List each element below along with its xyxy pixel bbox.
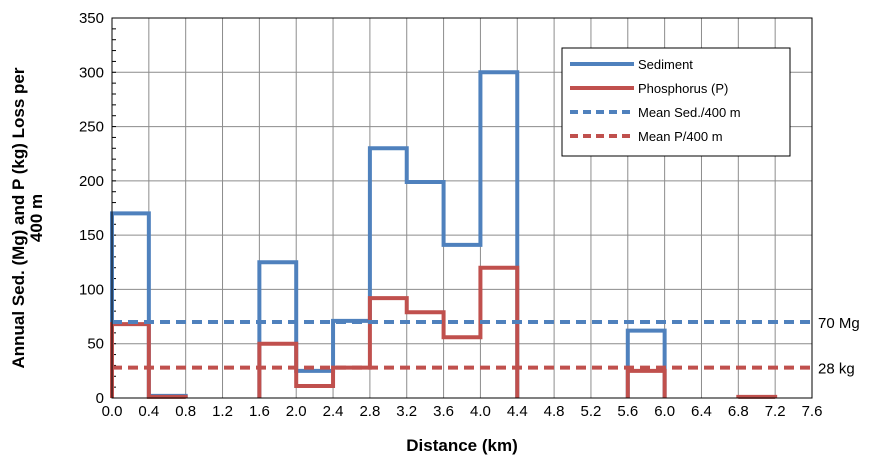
x-tick-label: 1.2	[212, 403, 233, 420]
plot-frame	[111, 17, 813, 399]
legend-entry-label: Sediment	[638, 57, 693, 72]
y-tick-label: 100	[79, 281, 104, 298]
legend-entry-label: Mean Sed./400 m	[638, 105, 741, 120]
x-tick-label: 4.0	[470, 403, 491, 420]
legend-entry-label: Phosphorus (P)	[638, 81, 728, 96]
x-tick-label: 3.6	[433, 403, 454, 420]
x-tick-label: 7.2	[765, 403, 786, 420]
y-tick-label: 350	[79, 10, 104, 27]
y-tick-label: 0	[96, 390, 104, 407]
x-tick-label: 6.4	[691, 403, 712, 420]
x-tick-label: 3.2	[396, 403, 417, 420]
x-tick-label: 5.2	[581, 403, 602, 420]
x-tick-label: 0.8	[175, 403, 196, 420]
mean-annotation-label: 70 Mg	[818, 315, 860, 332]
x-tick-labels: 0.0 0.4 0.8 1.2 1.6 2.0 2.4 2.8 3.2 3.6 4.0 4.4 4.8 5…	[102, 403, 823, 420]
y-tick-label: 300	[79, 64, 104, 81]
y-axis-title: Annual Sed. (Mg) and P (kg) Loss per400 …	[9, 67, 46, 368]
y-tick-label: 150	[79, 227, 104, 244]
x-tick-label: 4.4	[507, 403, 528, 420]
x-tick-label: 2.8	[359, 403, 380, 420]
x-axis-title: Distance (km)	[406, 436, 517, 455]
x-tick-label: 6.8	[728, 403, 749, 420]
x-tick-label: 2.4	[323, 403, 344, 420]
legend-entry-label: Mean P/400 m	[638, 129, 723, 144]
y-tick-label: 250	[79, 119, 104, 136]
series-layer	[110, 70, 812, 399]
x-tick-label: 7.6	[802, 403, 823, 420]
x-tick-label: 6.0	[654, 403, 675, 420]
x-tick-label: 0.0	[102, 403, 123, 420]
x-tick-label: 4.8	[544, 403, 565, 420]
mean-annotation-label: 28 kg	[818, 361, 855, 378]
y-tick-label: 50	[87, 336, 104, 353]
x-tick-label: 0.4	[138, 403, 159, 420]
series-phosphorus-p-line	[110, 265, 778, 399]
legend: Sediment Phosphorus (P) Mean Sed./400 m Mea…	[561, 47, 791, 157]
y-tick-label: 200	[79, 173, 104, 190]
x-tick-label: 5.6	[617, 403, 638, 420]
y-axis-title-line: Annual Sed. (Mg) and P (kg) Loss per	[9, 67, 28, 368]
x-tick-label: 1.6	[249, 403, 270, 420]
y-axis-title-line: 400 m	[27, 194, 46, 242]
annotations: 70 Mg 28 kg	[818, 315, 860, 378]
x-tick-label: 2.0	[286, 403, 307, 420]
y-tick-labels: 0 50 100 150 200 250 300 350	[79, 10, 104, 407]
